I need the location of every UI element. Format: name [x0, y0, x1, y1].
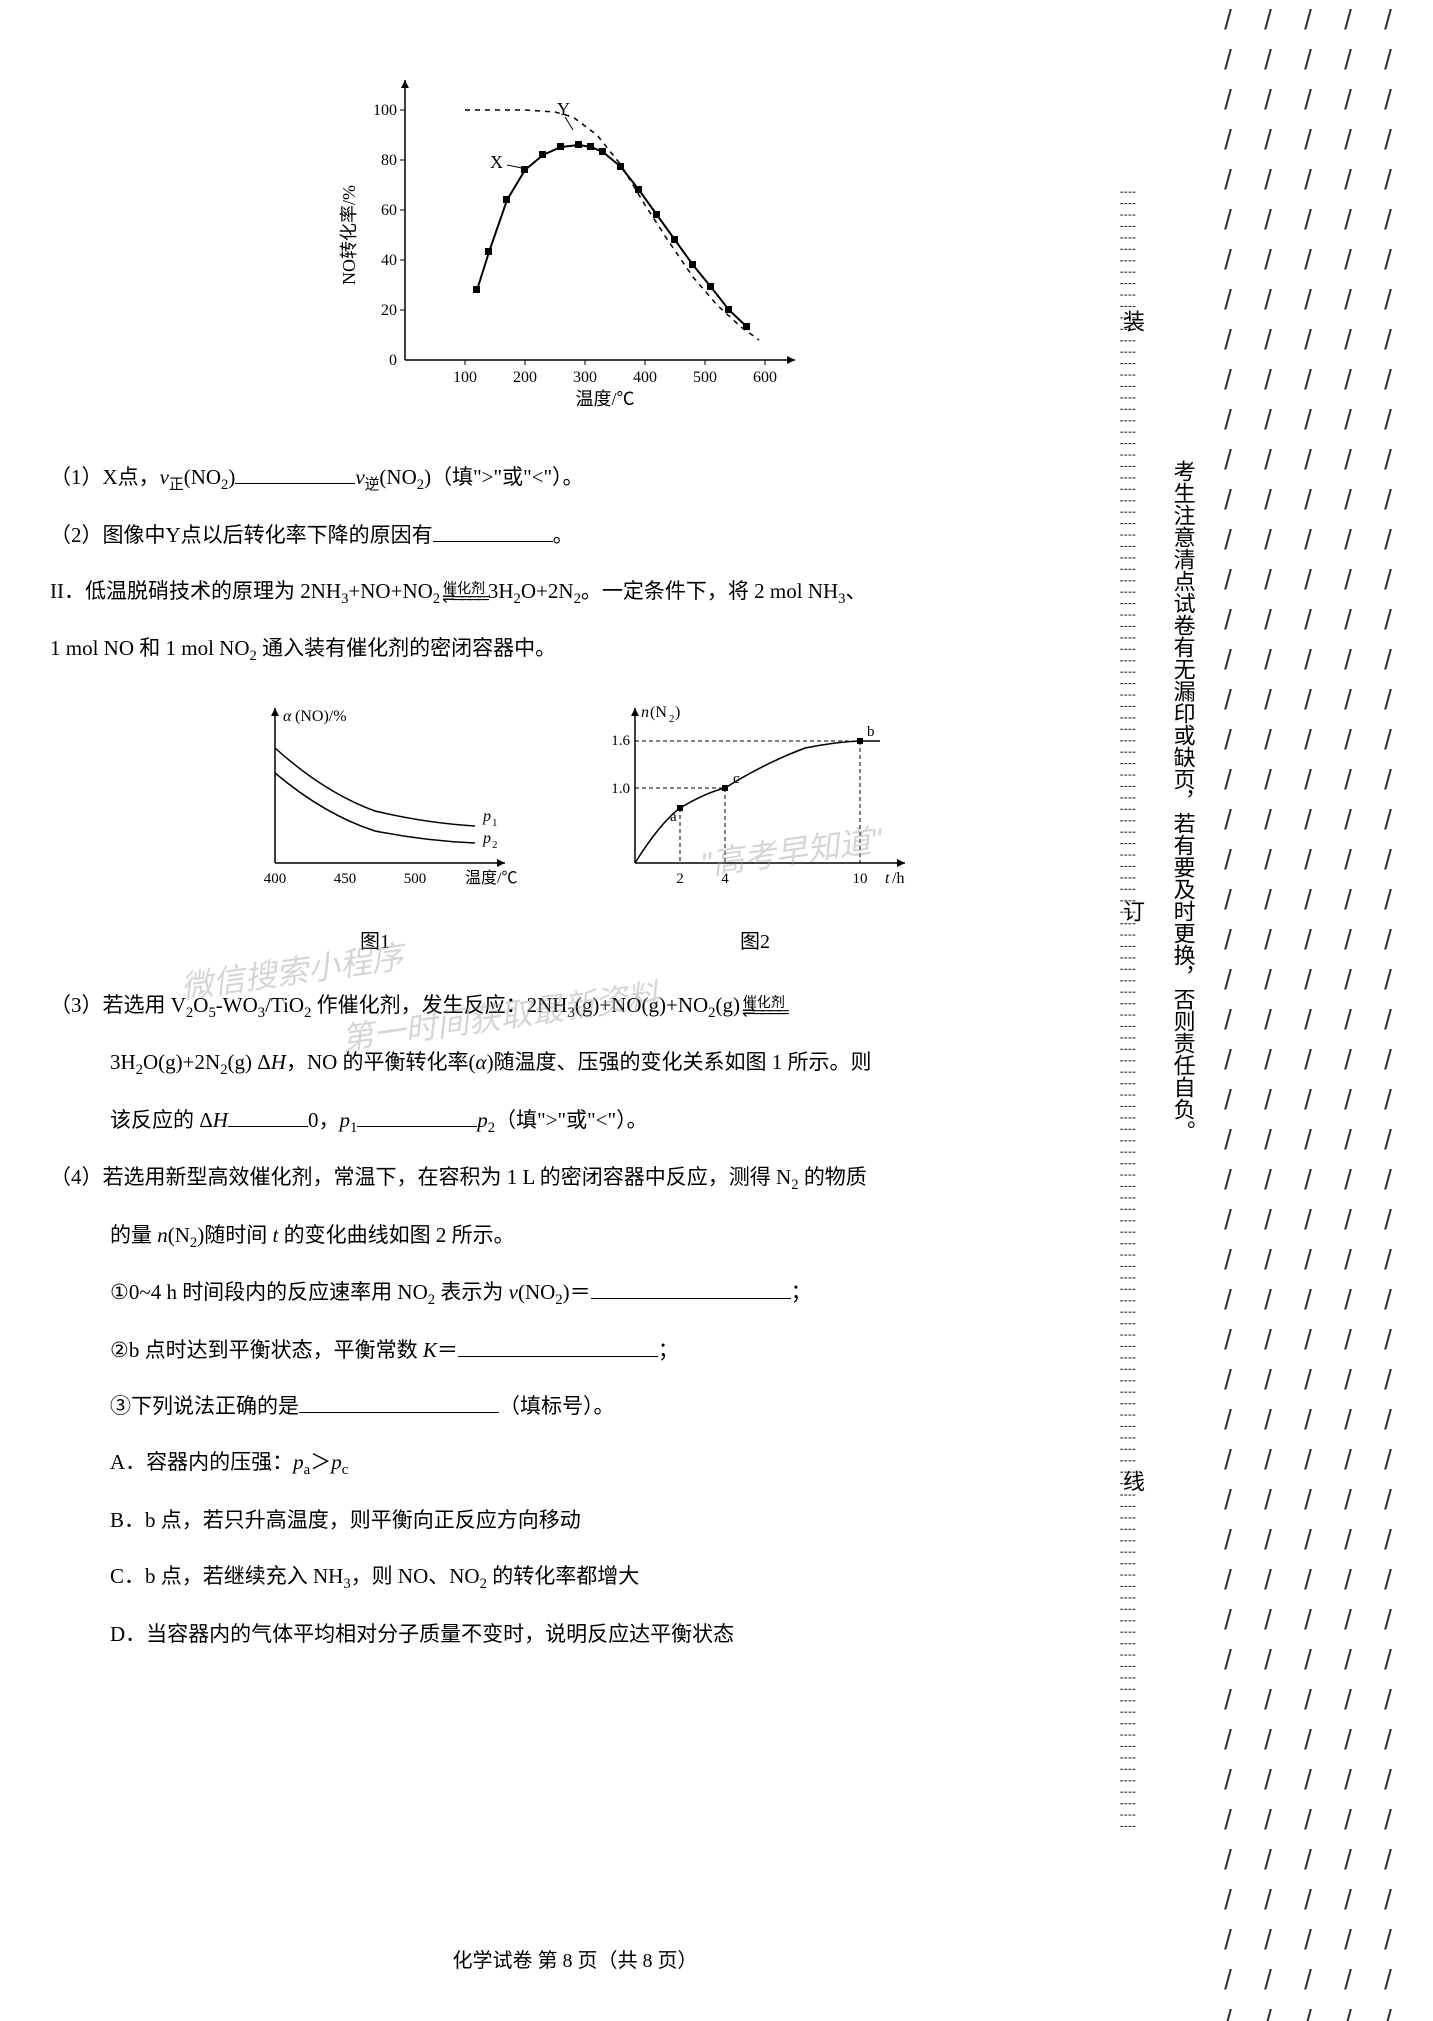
question-3-line3: 该反应的 ΔH0，p1p2（填">"或"<"）。	[110, 1097, 1100, 1145]
equilibrium-arrow: 催化剂⇌════	[442, 583, 486, 603]
chart1-caption: 图1	[225, 922, 525, 962]
svg-text:600: 600	[753, 369, 777, 386]
svg-text:200: 200	[513, 369, 537, 386]
svg-text:(NO)/%: (NO)/%	[295, 708, 347, 725]
svg-text:(N: (N	[650, 704, 667, 721]
svg-text:): )	[675, 704, 680, 721]
page-footer: 化学试卷 第 8 页（共 8 页）	[50, 1941, 1100, 1981]
no-conversion-chart: 100 200 300 400 500 600 0 20 40 60 80 10…	[325, 60, 825, 410]
svg-text:20: 20	[381, 302, 397, 319]
svg-text:X: X	[490, 152, 503, 172]
svg-text:p: p	[482, 808, 491, 825]
question-4-line2: 的量 n(N2)随时间 t 的变化曲线如图 2 所示。	[110, 1212, 1100, 1260]
svg-text:400: 400	[633, 369, 657, 386]
svg-text:100: 100	[453, 369, 477, 386]
option-b: B．b 点，若只升高温度，则平衡向正反应方向移动	[110, 1497, 1100, 1543]
svg-text:2: 2	[492, 839, 498, 851]
hatch-4: ////////////////////////////////////////…	[1333, 0, 1363, 2021]
question-4-sub1: ①0~4 h 时间段内的反应速率用 NO2 表示为 v(NO2)＝；	[110, 1269, 1100, 1317]
xlabel: 温度/℃	[575, 389, 634, 409]
blank-q4-1[interactable]	[591, 1277, 791, 1299]
svg-text:0: 0	[389, 352, 397, 369]
question-4-sub3: ③下列说法正确的是（填标号）。	[110, 1383, 1100, 1429]
svg-text:1.0: 1.0	[611, 781, 630, 797]
sub-chart-2: 2 4 10 1.0 1.6 a	[585, 693, 925, 962]
option-d: D．当容器内的气体平均相对分子质量不变时，说明反应达平衡状态	[110, 1611, 1100, 1657]
question-4-line1: （4）若选用新型高效催化剂，常温下，在容积为 1 L 的密闭容器中反应，测得 N…	[50, 1154, 1100, 1202]
hatch-3: ////////////////////////////////////////…	[1293, 0, 1323, 2021]
svg-text:400: 400	[264, 871, 287, 887]
svg-text:a: a	[670, 809, 677, 825]
question-3-line2: 3H2O(g)+2N2(g) ΔH，NO 的平衡转化率(α)随温度、压强的变化关…	[110, 1039, 1100, 1087]
question-1: （1）X点，v正(NO2)v逆(NO2)（填">"或"<"）。	[50, 454, 1100, 502]
svg-text:10: 10	[853, 871, 868, 887]
svg-text:t: t	[885, 870, 890, 887]
page-content: 100 200 300 400 500 600 0 20 40 60 80 10…	[50, 60, 1100, 1657]
svg-text:500: 500	[693, 369, 717, 386]
svg-text:Y: Y	[557, 99, 570, 119]
sub-chart-1: 400 450 500 p1 p2 α (NO)/% 温度/℃ 图1	[225, 693, 525, 962]
svg-text:p: p	[482, 830, 491, 847]
sub-charts-row: 400 450 500 p1 p2 α (NO)/% 温度/℃ 图1 2	[50, 693, 1100, 962]
main-chart-container: 100 200 300 400 500 600 0 20 40 60 80 10…	[50, 60, 1100, 424]
ylabel: NO转化率/%	[339, 185, 359, 285]
svg-text:450: 450	[334, 871, 357, 887]
dotted-line: ┊┊┊┊┊┊┊┊┊┊┊┊┊┊┊┊┊┊┊┊┊┊┊┊┊┊┊┊┊┊┊┊┊┊┊┊┊┊┊┊…	[1113, 0, 1133, 2021]
svg-text:500: 500	[404, 871, 427, 887]
blank-q4-2[interactable]	[458, 1335, 658, 1357]
svg-text:c: c	[733, 771, 740, 787]
option-c: C．b 点，若继续充入 NH3，则 NO、NO2 的转化率都增大	[110, 1553, 1100, 1601]
equilibrium-arrow-2: 催化剂⇌════	[742, 997, 786, 1017]
svg-text:2: 2	[676, 871, 684, 887]
blank-q1[interactable]	[235, 462, 355, 484]
svg-text:n: n	[641, 704, 649, 721]
question-3-line1: （3）若选用 V2O5-WO3/TiO2 作催化剂，发生反应：2NH3(g)+N…	[50, 982, 1100, 1030]
svg-text:80: 80	[381, 152, 397, 169]
question-4-sub2: ②b 点时达到平衡状态，平衡常数 K＝；	[110, 1327, 1100, 1373]
svg-text:100: 100	[373, 102, 397, 119]
binding-zhuang: 装	[1110, 310, 1154, 332]
svg-text:4: 4	[721, 871, 729, 887]
hatch-1: ////////////////////////////////////////…	[1213, 0, 1243, 2021]
option-a: A．容器内的压强：pa＞pc	[110, 1439, 1100, 1487]
svg-text:40: 40	[381, 252, 397, 269]
svg-text:60: 60	[381, 202, 397, 219]
hatch-2: ////////////////////////////////////////…	[1253, 0, 1283, 2021]
blank-q2[interactable]	[433, 520, 553, 542]
chart2-caption: 图2	[585, 922, 925, 962]
main-chart: 100 200 300 400 500 600 0 20 40 60 80 10…	[325, 60, 825, 424]
blank-q3-p[interactable]	[357, 1105, 477, 1127]
blank-q4-3[interactable]	[299, 1391, 499, 1413]
svg-text:/h: /h	[892, 870, 904, 887]
svg-text:2: 2	[669, 713, 675, 725]
side-notice: 考生注意清点试卷有无漏印或缺页，若有要及时更换，否则责任自负。	[1163, 460, 1203, 1142]
side-panel: ┊┊┊┊┊┊┊┊┊┊┊┊┊┊┊┊┊┊┊┊┊┊┊┊┊┊┊┊┊┊┊┊┊┊┊┊┊┊┊┊…	[1113, 0, 1413, 2021]
section-2-intro: II．低温脱硝技术的原理为 2NH3+NO+NO2催化剂⇌════3H2O+2N…	[50, 568, 1100, 616]
svg-text:b: b	[867, 724, 875, 740]
svg-text:1: 1	[492, 817, 498, 829]
section-2-line2: 1 mol NO 和 1 mol NO2 通入装有催化剂的密闭容器中。	[50, 625, 1100, 673]
question-2: （2）图像中Y点以后转化率下降的原因有。	[50, 512, 1100, 558]
svg-text:温度/℃: 温度/℃	[465, 869, 517, 887]
binding-xian: 线	[1110, 1470, 1154, 1492]
blank-q3-dh[interactable]	[228, 1105, 308, 1127]
svg-text:1.6: 1.6	[611, 733, 630, 749]
hatch-5: ////////////////////////////////////////…	[1373, 0, 1403, 2021]
svg-text:α: α	[283, 708, 292, 725]
binding-ding: 订	[1110, 900, 1154, 922]
svg-text:300: 300	[573, 369, 597, 386]
